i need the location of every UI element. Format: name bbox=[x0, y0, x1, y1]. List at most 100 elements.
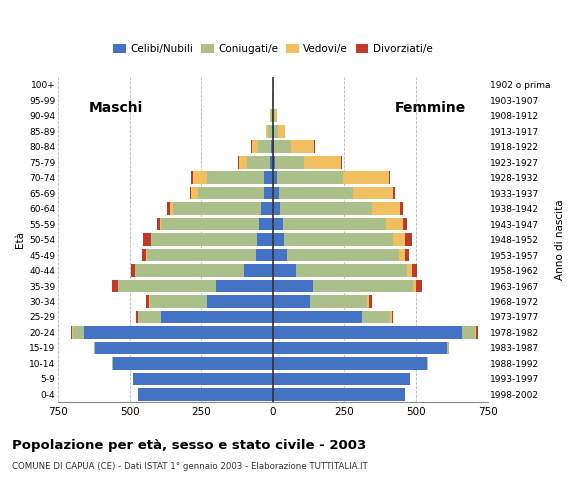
Bar bbox=[161, 218, 259, 230]
Bar bbox=[416, 280, 422, 292]
Bar bbox=[268, 125, 272, 138]
Bar bbox=[207, 171, 264, 184]
Bar bbox=[361, 311, 390, 324]
Bar bbox=[273, 233, 284, 246]
Bar bbox=[273, 125, 274, 138]
Bar bbox=[273, 388, 404, 401]
Bar bbox=[256, 249, 273, 262]
Bar bbox=[273, 357, 427, 370]
Bar bbox=[389, 171, 390, 184]
Bar bbox=[207, 295, 273, 308]
Bar bbox=[296, 264, 407, 277]
Bar bbox=[476, 326, 477, 339]
Bar bbox=[136, 311, 138, 324]
Bar bbox=[72, 326, 84, 339]
Bar bbox=[272, 125, 273, 138]
Bar bbox=[244, 264, 273, 277]
Bar bbox=[118, 280, 216, 292]
Bar bbox=[273, 249, 287, 262]
Bar bbox=[392, 311, 393, 324]
Bar bbox=[448, 342, 449, 354]
Bar bbox=[198, 187, 264, 200]
Bar bbox=[287, 249, 399, 262]
Bar bbox=[142, 249, 146, 262]
Bar bbox=[173, 202, 262, 215]
Bar bbox=[143, 233, 151, 246]
Bar bbox=[399, 249, 404, 262]
Bar bbox=[167, 202, 170, 215]
Bar bbox=[252, 140, 258, 153]
Bar bbox=[369, 295, 372, 308]
Bar bbox=[150, 295, 207, 308]
Bar bbox=[273, 187, 278, 200]
Bar bbox=[343, 171, 389, 184]
Bar bbox=[257, 233, 273, 246]
Bar bbox=[273, 156, 275, 168]
Bar bbox=[275, 109, 277, 122]
Bar bbox=[274, 140, 292, 153]
Bar bbox=[191, 171, 193, 184]
Text: Popolazione per età, sesso e stato civile - 2003: Popolazione per età, sesso e stato civil… bbox=[12, 439, 366, 452]
Bar bbox=[130, 264, 135, 277]
Bar bbox=[304, 156, 341, 168]
Bar bbox=[133, 372, 273, 385]
Y-axis label: Anno di nascita: Anno di nascita bbox=[555, 199, 565, 280]
Bar bbox=[273, 326, 462, 339]
Bar bbox=[404, 233, 412, 246]
Bar bbox=[474, 326, 476, 339]
Bar bbox=[262, 202, 273, 215]
Bar bbox=[273, 109, 275, 122]
Bar bbox=[462, 326, 474, 339]
Bar bbox=[139, 388, 273, 401]
Bar bbox=[393, 233, 404, 246]
Legend: Celibi/Nubili, Coniugati/e, Vedovi/e, Divorziati/e: Celibi/Nubili, Coniugati/e, Vedovi/e, Di… bbox=[109, 40, 437, 58]
Bar bbox=[191, 187, 198, 200]
Bar bbox=[190, 187, 191, 200]
Bar bbox=[264, 171, 273, 184]
Bar bbox=[273, 264, 296, 277]
Bar bbox=[403, 218, 407, 230]
Bar bbox=[151, 233, 257, 246]
Bar bbox=[264, 187, 273, 200]
Bar bbox=[94, 342, 95, 354]
Bar bbox=[146, 295, 149, 308]
Bar bbox=[273, 218, 283, 230]
Bar bbox=[147, 249, 256, 262]
Bar bbox=[273, 202, 280, 215]
Bar bbox=[161, 311, 273, 324]
Bar bbox=[400, 202, 403, 215]
Text: Maschi: Maschi bbox=[88, 101, 143, 115]
Text: Femmine: Femmine bbox=[394, 101, 466, 115]
Bar bbox=[413, 280, 416, 292]
Bar bbox=[238, 156, 247, 168]
Bar bbox=[386, 218, 403, 230]
Bar bbox=[259, 218, 273, 230]
Bar bbox=[95, 342, 273, 354]
Bar bbox=[372, 202, 400, 215]
Bar bbox=[273, 171, 277, 184]
Bar bbox=[247, 156, 270, 168]
Bar bbox=[278, 125, 285, 138]
Bar bbox=[157, 218, 160, 230]
Bar bbox=[404, 249, 409, 262]
Y-axis label: Età: Età bbox=[15, 231, 25, 248]
Bar bbox=[216, 280, 273, 292]
Bar bbox=[270, 156, 273, 168]
Bar bbox=[367, 295, 369, 308]
Bar bbox=[273, 140, 274, 153]
Bar bbox=[313, 280, 413, 292]
Bar bbox=[160, 218, 161, 230]
Bar bbox=[266, 125, 268, 138]
Bar bbox=[292, 140, 314, 153]
Bar bbox=[407, 264, 412, 277]
Bar bbox=[280, 202, 372, 215]
Bar bbox=[353, 187, 393, 200]
Bar bbox=[136, 264, 244, 277]
Bar bbox=[278, 187, 353, 200]
Bar bbox=[271, 109, 272, 122]
Bar bbox=[258, 140, 271, 153]
Bar bbox=[84, 326, 273, 339]
Bar bbox=[390, 311, 392, 324]
Bar bbox=[310, 295, 367, 308]
Bar bbox=[112, 280, 118, 292]
